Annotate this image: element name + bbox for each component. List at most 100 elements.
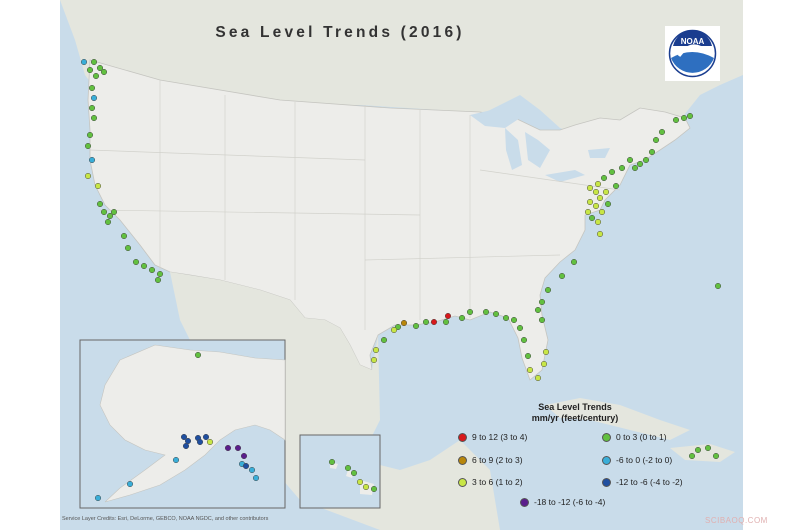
map-frame: Sea Level Trends (2016) NOAA Sea Level T…: [60, 0, 743, 530]
station-marker: [422, 318, 430, 326]
station-marker: [510, 316, 518, 324]
station-marker: [442, 318, 450, 326]
great-lakes: [470, 108, 610, 182]
station-marker: [612, 182, 620, 190]
station-marker: [598, 208, 606, 216]
station-marker: [586, 198, 594, 206]
station-marker: [680, 114, 688, 122]
station-marker: [602, 188, 610, 196]
station-marker: [90, 114, 98, 122]
station-marker: [444, 312, 452, 320]
station-marker: [516, 324, 524, 332]
station-marker: [100, 208, 108, 216]
station-marker: [380, 336, 388, 344]
station-marker: [110, 208, 118, 216]
station-marker: [120, 232, 128, 240]
station-marker: [394, 323, 402, 331]
station-marker: [482, 308, 490, 316]
station-marker: [182, 442, 190, 450]
station-marker: [240, 452, 248, 460]
legend-dot-green: [602, 433, 611, 443]
station-marker: [350, 469, 358, 477]
station-marker: [372, 346, 380, 354]
station-marker: [584, 208, 592, 216]
legend-item-minus12-to-minus6: -12 to -6 (-4 to -2): [602, 477, 683, 488]
legend-dot-yellow-green: [458, 478, 467, 488]
station-marker: [94, 494, 102, 502]
legend-item-0-to-3: 0 to 3 (0 to 1): [602, 432, 667, 443]
station-marker: [534, 374, 542, 382]
station-marker: [714, 282, 722, 290]
hispaniola-land: [670, 444, 735, 462]
legend-dot-red: [458, 433, 467, 443]
station-marker: [542, 348, 550, 356]
station-marker: [148, 266, 156, 274]
station-marker: [600, 174, 608, 182]
station-marker: [466, 308, 474, 316]
station-marker: [524, 352, 532, 360]
station-marker: [100, 68, 108, 76]
station-marker: [370, 356, 378, 364]
station-marker: [106, 212, 114, 220]
station-marker: [596, 194, 604, 202]
station-marker: [84, 172, 92, 180]
station-marker: [124, 244, 132, 252]
tide-gauge-stations: [80, 58, 722, 502]
station-marker: [242, 462, 250, 470]
mexico-land: [170, 272, 500, 530]
station-marker: [126, 480, 134, 488]
station-marker: [694, 446, 702, 454]
legend-title: Sea Level Trends mm/yr (feet/century): [500, 402, 650, 424]
station-marker: [412, 322, 420, 330]
alaska-land: [99, 344, 286, 503]
station-marker: [648, 148, 656, 156]
station-marker: [594, 180, 602, 188]
station-marker: [172, 456, 180, 464]
station-marker: [370, 485, 378, 493]
legend-dot-purple: [520, 498, 529, 508]
station-marker: [534, 306, 542, 314]
station-marker: [502, 314, 510, 322]
station-marker: [544, 286, 552, 294]
station-marker: [686, 112, 694, 120]
station-marker: [390, 326, 398, 334]
station-marker: [704, 444, 712, 452]
state-boundaries: [89, 80, 621, 330]
station-marker: [362, 483, 370, 491]
station-marker: [94, 182, 102, 190]
legend-item-3-to-6: 3 to 6 (1 to 2): [458, 477, 523, 488]
canada-land: [60, 0, 743, 165]
station-marker: [596, 230, 604, 238]
station-marker: [140, 262, 148, 270]
station-marker: [608, 168, 616, 176]
station-marker: [631, 164, 639, 172]
station-marker: [592, 202, 600, 210]
station-marker: [180, 433, 188, 441]
station-marker: [588, 214, 596, 222]
map-title: Sea Level Trends (2016): [215, 24, 465, 41]
station-marker: [430, 318, 438, 326]
station-marker: [154, 276, 162, 284]
station-marker: [194, 351, 202, 359]
station-marker: [206, 438, 214, 446]
station-marker: [196, 438, 204, 446]
station-marker: [586, 184, 594, 192]
station-marker: [618, 164, 626, 172]
legend-dot-brown: [458, 456, 467, 466]
station-marker: [642, 156, 650, 164]
station-marker: [688, 452, 696, 460]
legend-title-line2: mm/yr (feet/century): [531, 413, 619, 423]
station-marker: [658, 128, 666, 136]
station-marker: [252, 474, 260, 482]
station-marker: [458, 314, 466, 322]
station-marker: [540, 360, 548, 368]
station-marker: [328, 458, 336, 466]
station-marker: [90, 94, 98, 102]
station-marker: [96, 200, 104, 208]
station-marker: [86, 131, 94, 139]
station-marker: [88, 104, 96, 112]
basemap: [60, 0, 743, 530]
station-marker: [234, 444, 242, 452]
station-marker: [558, 272, 566, 280]
legend-item-minus6-to-0: -6 to 0 (-2 to 0): [602, 455, 672, 466]
